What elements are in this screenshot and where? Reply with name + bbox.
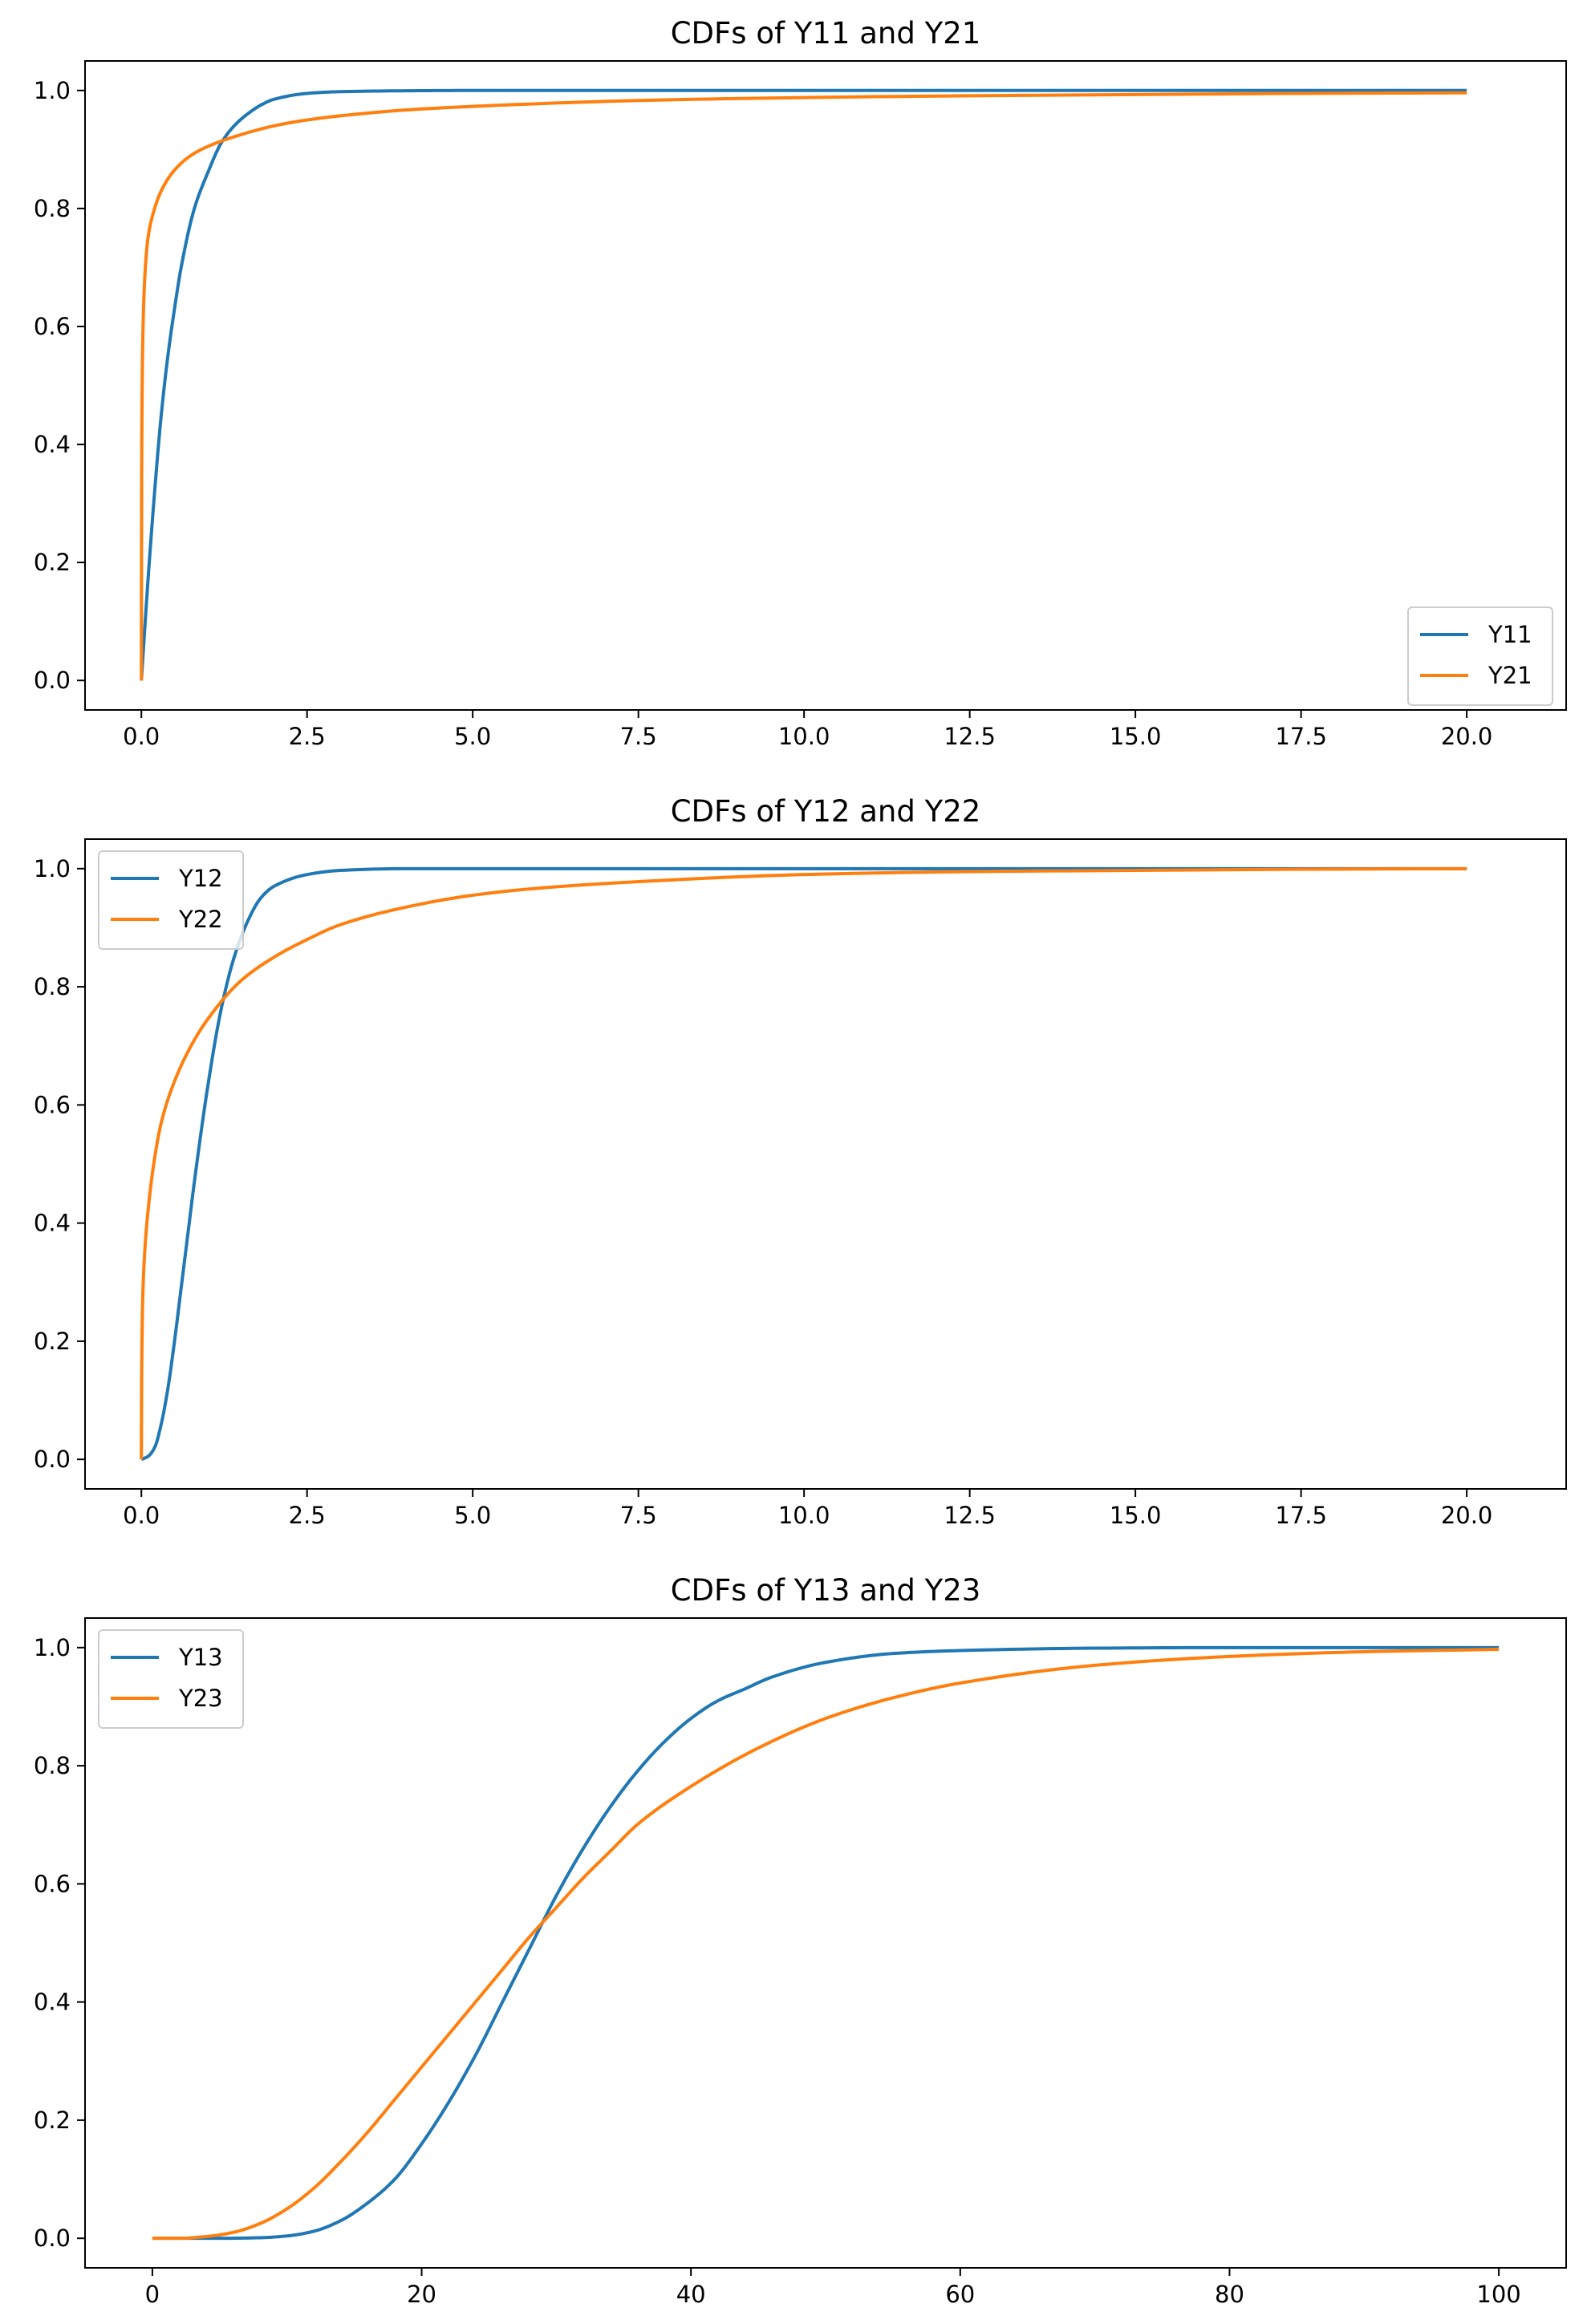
y-tick-label: 0.6 [34,313,71,340]
y-tick-label: 1.0 [34,855,71,882]
x-tick-label: 7.5 [620,723,657,750]
axes-frame [84,60,1567,711]
chart-title: CDFs of Y12 and Y22 [671,794,981,829]
x-tick-label: 100 [1476,2281,1520,2308]
x-tick-label: 12.5 [944,723,996,750]
y-tick-label: 0.2 [34,1328,71,1355]
series-line-y22 [140,866,1467,1460]
x-tick-label: 60 [945,2281,975,2308]
x-tick-label: 20 [407,2281,436,2308]
chart-title: CDFs of Y13 and Y23 [671,1573,981,1608]
y-tick-label: 0.6 [34,1870,71,1897]
legend-label: Y23 [178,1685,223,1712]
legend-label: Y13 [178,1644,223,1671]
series-line-y23 [152,1648,1500,2241]
legend-label: Y12 [178,865,223,892]
subplot-2: CDFs of Y12 and Y22 0.0 2.5 5.0 7.5 10.0 12.5 1… [34,794,1567,1529]
legend-label: Y22 [178,906,223,933]
x-tick-label: 20.0 [1441,1502,1493,1529]
x-tick-label: 7.5 [620,1502,657,1529]
x-tick-label: 80 [1215,2281,1244,2308]
x-tick-label: 2.5 [289,1502,326,1529]
y-tick-label: 0.0 [34,2225,71,2252]
x-tick-label: 15.0 [1110,1502,1162,1529]
x-tick-label: 0 [145,2281,160,2308]
legend: Y12 Y22 [98,850,244,950]
y-tick-label: 0.4 [34,1210,71,1237]
y-tick-label: 0.8 [34,195,71,222]
x-tick-label: 12.5 [944,1502,996,1529]
y-tick-label: 0.4 [34,1989,71,2016]
x-tick-label: 5.0 [454,1502,491,1529]
x-tick-label: 5.0 [454,723,491,750]
legend: Y13 Y23 [98,1629,244,1729]
y-tick-label: 0.4 [34,431,71,458]
y-tick-label: 1.0 [34,77,71,104]
x-tick-label: 17.5 [1275,723,1327,750]
x-tick-label: 15.0 [1110,723,1162,750]
x-tick-label: 0.0 [123,723,160,750]
axes-frame [84,838,1567,1490]
y-tick-label: 0.0 [34,1446,71,1473]
axes-frame [84,1617,1567,2269]
y-tick-label: 0.8 [34,973,71,1000]
legend-box [98,850,244,950]
series-line-y12 [140,866,1467,1462]
y-tick-label: 1.0 [34,1634,71,1661]
legend-box [98,1629,244,1729]
legend-box [1407,606,1553,706]
y-tick-label: 0.0 [34,667,71,694]
x-tick-label: 10.0 [778,723,830,750]
legend-label: Y11 [1488,621,1532,648]
y-tick-label: 0.6 [34,1091,71,1118]
subplot-3: CDFs of Y13 and Y23 0 20 40 60 80 100 0.0 0.2 0.4… [34,1573,1567,2308]
x-tick-label: 40 [676,2281,706,2308]
series-line-y21 [140,91,1467,681]
x-tick-label: 0.0 [123,1502,160,1529]
x-tick-label: 10.0 [778,1502,830,1529]
y-tick-label: 0.2 [34,549,71,576]
legend: Y11 Y21 [1407,606,1553,706]
series-line-y11 [140,88,1467,681]
y-tick-label: 0.8 [34,1752,71,1779]
legend-label: Y21 [1488,662,1532,689]
subplot-1: CDFs of Y11 and Y21 0.0 2.5 5.0 7.5 10.0 12.5 1… [34,16,1567,750]
y-tick-label: 0.2 [34,2107,71,2134]
chart-title: CDFs of Y11 and Y21 [671,16,981,51]
x-tick-label: 17.5 [1275,1502,1327,1529]
x-tick-label: 2.5 [289,723,326,750]
x-tick-label: 20.0 [1441,723,1493,750]
series-line-y13 [152,1645,1500,2241]
